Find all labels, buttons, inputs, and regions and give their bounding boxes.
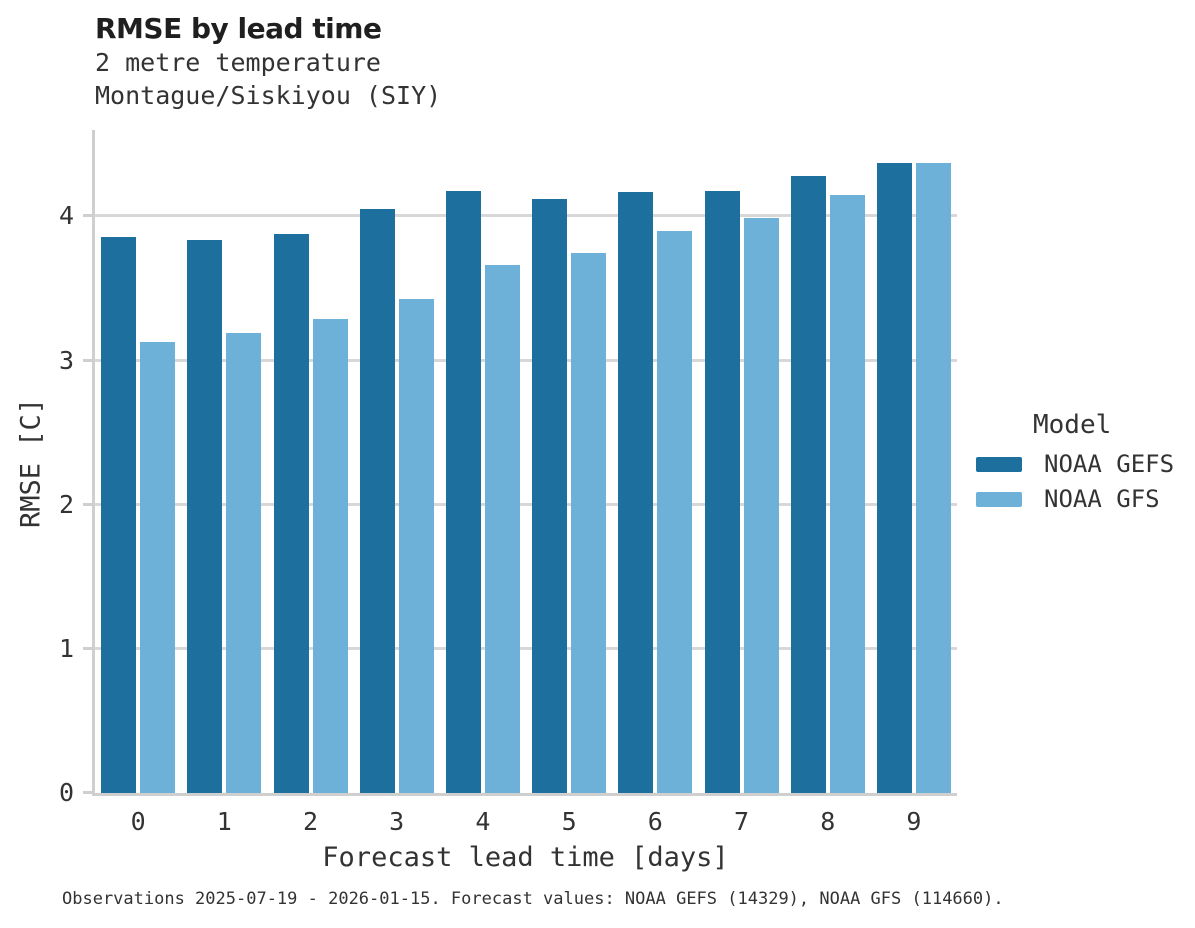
bar-noaa-gfs-5 — [571, 252, 607, 793]
bar-noaa-gfs-9 — [915, 163, 951, 793]
x-tick-label-0: 0 — [130, 807, 146, 836]
legend-row-noaa-gfs: NOAA GFS — [976, 485, 1174, 513]
bar-group-7 — [698, 130, 784, 793]
y-tick-mark-4 — [83, 214, 92, 218]
x-axis-ticks: 0 1 2 3 4 5 6 7 8 9 — [95, 807, 957, 836]
y-axis-line — [92, 130, 95, 796]
legend-label-noaa-gefs: NOAA GEFS — [1044, 450, 1175, 478]
x-tick-label-3: 3 — [389, 807, 405, 836]
bar-noaa-gefs-2 — [273, 233, 309, 793]
chart-title: RMSE by lead time — [95, 12, 382, 45]
legend: Model NOAA GEFS NOAA GFS — [976, 410, 1175, 513]
x-tick-label-1: 1 — [216, 807, 232, 836]
plot-area: 0 1 2 3 4 0 1 2 3 4 5 6 7 8 9 — [59, 130, 957, 836]
bar-noaa-gefs-9 — [876, 163, 912, 793]
bar-noaa-gefs-5 — [532, 199, 568, 793]
gridline-y-2 — [95, 502, 957, 506]
bar-noaa-gefs-8 — [790, 176, 826, 793]
y-tick-label-3: 3 — [58, 345, 74, 375]
x-axis-title: Forecast lead time [days] — [322, 842, 729, 873]
y-tick-mark-3 — [83, 358, 92, 362]
bar-noaa-gefs-1 — [187, 239, 223, 793]
gridline-y-1 — [95, 646, 957, 650]
bar-noaa-gfs-7 — [743, 217, 779, 793]
legend-swatch-noaa-gefs — [976, 456, 1022, 472]
bar-noaa-gefs-7 — [704, 190, 740, 793]
bar-noaa-gfs-0 — [140, 341, 176, 793]
x-tick-label-5: 5 — [561, 807, 577, 836]
bar-group-5 — [526, 130, 612, 793]
bar-group-0 — [95, 130, 181, 793]
gridline-y-3 — [95, 358, 957, 362]
x-tick-label-4: 4 — [475, 807, 491, 836]
bar-noaa-gfs-1 — [226, 333, 262, 793]
legend-title: Model — [1033, 410, 1112, 440]
chart-subtitle-line-1: 2 metre temperature — [95, 48, 381, 77]
bar-noaa-gfs-4 — [484, 265, 520, 793]
legend-row-noaa-gefs: NOAA GEFS — [976, 450, 1175, 478]
bar-noaa-gefs-3 — [359, 209, 395, 793]
x-tick-label-7: 7 — [733, 807, 750, 836]
bar-group-2 — [267, 130, 353, 793]
legend-swatch-noaa-gfs — [976, 491, 1022, 507]
x-axis-line — [92, 793, 957, 796]
y-tick-label-4: 4 — [58, 201, 74, 231]
chart-header: RMSE by lead time 2 metre temperature Mo… — [95, 12, 441, 112]
bar-group-1 — [181, 130, 267, 793]
bars-layer — [95, 130, 957, 793]
gridline-y-4 — [95, 214, 957, 218]
chart-subtitle-line-2: Montague/Siskiyou (SIY) — [95, 81, 442, 110]
bar-noaa-gefs-4 — [445, 190, 481, 793]
bar-group-3 — [354, 130, 440, 793]
y-tick-label-2: 2 — [58, 489, 74, 519]
x-tick-label-2: 2 — [302, 807, 319, 836]
bar-group-6 — [612, 130, 698, 793]
x-tick-label-8: 8 — [820, 807, 836, 836]
bar-noaa-gfs-2 — [312, 318, 348, 793]
x-tick-label-6: 6 — [647, 807, 663, 836]
bar-group-8 — [785, 130, 871, 793]
y-tick-mark-2 — [83, 502, 92, 506]
y-tick-label-1: 1 — [58, 633, 74, 663]
bar-noaa-gfs-8 — [829, 194, 865, 793]
legend-rows: NOAA GEFS NOAA GFS — [976, 450, 1175, 513]
legend-label-noaa-gfs: NOAA GFS — [1044, 485, 1160, 513]
y-tick-mark-1 — [83, 646, 92, 650]
bar-group-4 — [440, 130, 526, 793]
chart-caption: Observations 2025-07-19 - 2026-01-15. Fo… — [62, 889, 1004, 909]
y-tick-mark-0 — [83, 791, 92, 794]
bar-noaa-gfs-6 — [657, 230, 693, 793]
bar-noaa-gefs-0 — [101, 236, 137, 793]
x-tick-label-9: 9 — [906, 807, 922, 836]
y-tick-label-0: 0 — [58, 778, 74, 807]
bar-noaa-gfs-3 — [398, 298, 434, 793]
bar-noaa-gefs-6 — [618, 191, 654, 793]
bar-group-9 — [871, 130, 957, 793]
